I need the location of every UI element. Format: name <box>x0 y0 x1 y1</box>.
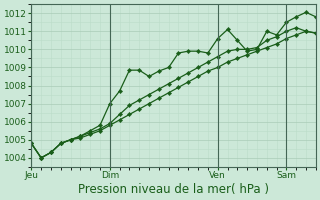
X-axis label: Pression niveau de la mer( hPa ): Pression niveau de la mer( hPa ) <box>78 183 269 196</box>
